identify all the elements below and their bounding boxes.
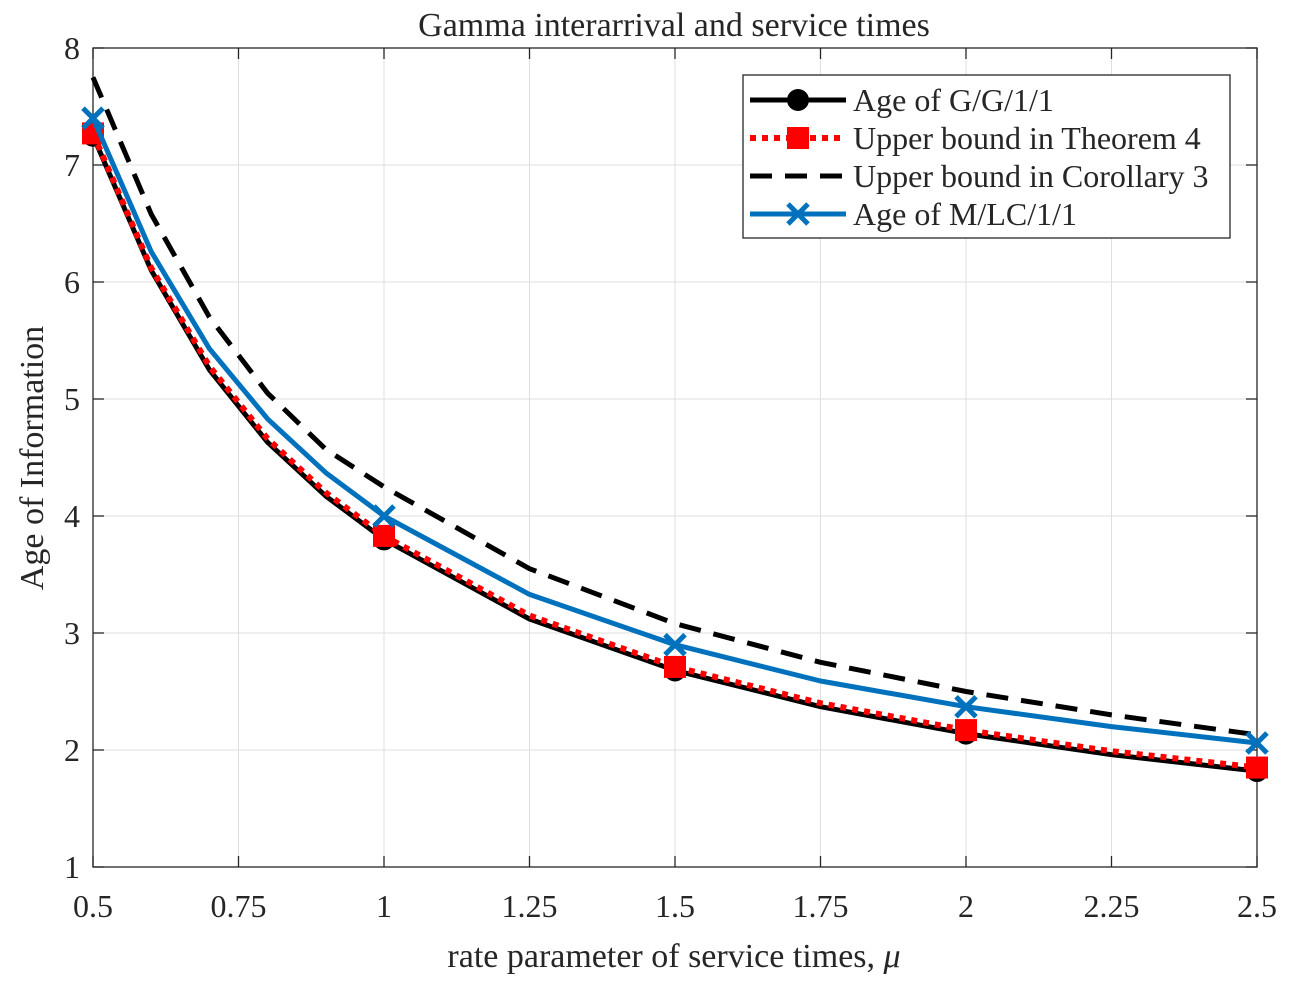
x-tick-label: 2.25 [1084,888,1140,924]
x-tick-label: 2 [958,888,974,924]
x-axis-label: rate parameter of service times, μ [447,938,900,975]
x-tick-label: 1.5 [655,888,695,924]
legend-item-2: Upper bound in Theorem 4 [750,120,1201,156]
x-tick-label: 0.75 [211,888,267,924]
y-tick-label: 6 [64,264,80,300]
data-point-marker [663,632,687,657]
legend-marker [786,202,810,226]
x-tick-label: 1.25 [502,888,558,924]
x-tick-label: 1.75 [793,888,849,924]
series-2 [82,122,1268,779]
series-line [90,76,1258,738]
chart-title: Gamma interarrival and service times [418,7,930,44]
y-axis-label: Age of Information [14,326,51,590]
tick-labels: 0.5 0.75 1 1.25 1.5 1.75 2 2.25 2.5 1 2 3 4 5 6 7 8 [64,30,1277,924]
legend-label: Upper bound in Corollary 3 [853,158,1209,194]
data-point-marker [954,694,978,719]
axis-ticks [92,47,1258,868]
legend-label: Age of G/G/1/1 [853,82,1054,118]
data-point-marker [373,524,395,547]
data-point-marker [372,504,396,528]
legend-item-1: Age of G/G/1/1 [750,82,1054,118]
legend-label: Age of M/LC/1/1 [853,196,1077,232]
series-4 [81,106,1269,755]
y-tick-label: 7 [64,147,80,183]
y-tick-label: 8 [64,30,80,66]
x-axis-label-symbol: μ [883,938,901,975]
x-axis-label-text: rate parameter of service times, [447,938,883,975]
series-3 [90,76,1258,738]
x-tick-label: 1 [376,888,392,924]
x-tick-label: 2.5 [1237,888,1277,924]
data-point-marker [1246,756,1268,779]
data-point-marker [1245,731,1269,755]
y-tick-label: 3 [64,615,80,651]
y-tick-label: 2 [64,732,80,768]
data-point-marker [955,719,977,742]
series-layer [81,76,1269,783]
y-tick-label: 4 [64,498,80,534]
series-line [90,117,1258,746]
legend-item-3: Upper bound in Corollary 3 [750,158,1209,194]
series-line [90,132,1258,771]
data-point-marker [664,655,686,678]
data-point-marker [81,106,105,130]
x-tick-label: 0.5 [73,888,113,924]
y-tick-label: 1 [64,849,80,885]
legend-marker [787,127,809,149]
y-tick-label: 5 [64,381,80,417]
legend-marker [787,89,809,111]
legend-label: Upper bound in Theorem 4 [853,120,1201,156]
legend-item-4: Age of M/LC/1/1 [750,196,1077,232]
